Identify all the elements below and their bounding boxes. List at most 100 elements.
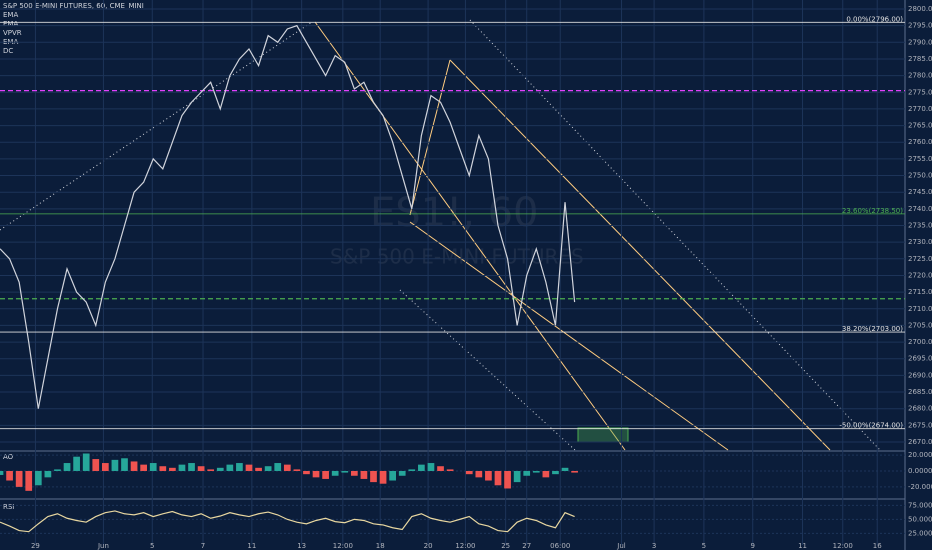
y-tick-label: 2735.00 xyxy=(908,221,932,229)
x-tick-label: 16 xyxy=(873,542,882,550)
x-tick-label: 11 xyxy=(798,542,807,550)
ao-bar xyxy=(379,470,387,484)
ao-bar xyxy=(101,463,109,471)
y-tick-label: 2745.00 xyxy=(908,188,932,196)
ao-bar xyxy=(0,470,4,475)
x-tick-label: 5 xyxy=(702,542,706,550)
y-tick-label: 0.0000 xyxy=(908,467,932,475)
y-tick-label: 2710.00 xyxy=(908,305,932,313)
ao-bar xyxy=(111,459,119,471)
y-tick-label: 50.0000 xyxy=(908,515,932,523)
channel-line xyxy=(314,21,626,451)
ao-bar xyxy=(561,467,569,471)
ao-bar xyxy=(34,470,42,486)
ao-bar xyxy=(149,463,157,471)
y-tick-label: 25.0000 xyxy=(908,529,932,537)
pane-title: RSI xyxy=(3,503,14,511)
ao-bar xyxy=(465,470,473,475)
x-tick-label: 9 xyxy=(750,542,754,550)
y-tick-label: 2675.00 xyxy=(908,421,932,429)
x-tick-label: Jun xyxy=(97,542,109,550)
y-tick-label: 2670.00 xyxy=(908,438,932,446)
ao-bar xyxy=(427,463,435,471)
channel-line xyxy=(449,59,831,451)
ao-bar xyxy=(226,464,234,471)
level-label: 23.60%(2738.50) xyxy=(842,207,903,215)
y-tick-label: 2725.00 xyxy=(908,255,932,263)
ao-bar xyxy=(446,469,454,471)
y-tick-label: 2800.00 xyxy=(908,5,932,13)
price-line xyxy=(0,510,575,533)
ao-bar xyxy=(523,470,531,476)
y-tick-label: 2750.00 xyxy=(908,172,932,180)
ao-bar xyxy=(159,466,167,471)
x-tick-label: 18 xyxy=(376,542,385,550)
channel-drawings xyxy=(0,19,881,451)
ao-bar xyxy=(552,470,559,475)
y-tick-label: 2765.00 xyxy=(908,122,932,130)
ao-bar xyxy=(63,463,71,471)
y-tick-label: 2715.00 xyxy=(908,288,932,296)
ao-bar xyxy=(169,467,176,471)
level-label: -50.00%(2674.00) xyxy=(839,422,903,430)
legend-indicator: EMA xyxy=(3,11,18,19)
y-tick-label: 2775.00 xyxy=(908,88,932,96)
x-tick-label: 12:00 xyxy=(333,542,353,550)
ao-bar xyxy=(15,470,23,487)
ao-bar xyxy=(293,469,301,471)
ao-bar xyxy=(542,470,550,478)
x-tick-label: Jul xyxy=(616,542,626,550)
ao-bar xyxy=(236,463,243,471)
y-tick-label: 2755.00 xyxy=(908,155,932,163)
y-tick-label: 2700.00 xyxy=(908,338,932,346)
x-tick-label: 20 xyxy=(424,542,433,550)
ao-bar xyxy=(130,461,138,471)
ao-bar xyxy=(418,464,425,471)
y-tick-label: 2770.00 xyxy=(908,105,932,113)
ao-bar xyxy=(322,470,329,479)
ao-bar xyxy=(178,464,186,471)
y-tick-label: 2740.00 xyxy=(908,205,932,213)
y-tick-label: 2780.00 xyxy=(908,72,932,80)
ao-bar xyxy=(197,466,205,471)
ao-bar xyxy=(25,470,33,491)
y-tick-label: 2685.00 xyxy=(908,388,932,396)
y-tick-label: 2695.00 xyxy=(908,355,932,363)
ao-bar xyxy=(44,470,52,478)
ao-bar xyxy=(245,464,253,471)
ao-bar xyxy=(255,467,262,471)
ao-bar xyxy=(82,453,90,471)
y-tick-label: 2680.00 xyxy=(908,405,932,413)
ao-bar xyxy=(475,470,483,478)
pane-title: AO xyxy=(3,453,14,461)
y-tick-label: 2730.00 xyxy=(908,238,932,246)
legend-indicator: VPVR xyxy=(3,29,22,37)
y-tick-label: 2705.00 xyxy=(908,321,932,329)
ao-bar xyxy=(360,470,368,479)
ao-bar xyxy=(437,466,444,471)
target-box xyxy=(577,427,629,443)
ao-bar xyxy=(73,456,80,471)
ao-bar xyxy=(408,469,416,471)
x-tick-label: 27 xyxy=(522,542,531,550)
ao-bar xyxy=(6,470,13,481)
y-tick-label: 2795.00 xyxy=(908,22,932,30)
level-label: 0.00%(2796.00) xyxy=(846,15,903,23)
x-tick-label: 29 xyxy=(31,542,40,550)
ao-bar xyxy=(283,464,291,471)
ao-bar xyxy=(341,470,349,473)
ao-bar xyxy=(303,470,310,475)
ao-bar xyxy=(140,464,148,471)
y-tick-label: 2790.00 xyxy=(908,38,932,46)
ao-bar xyxy=(121,458,128,471)
ao-bar xyxy=(54,469,61,471)
channel-line xyxy=(409,221,729,451)
x-tick-label: 5 xyxy=(150,542,154,550)
legend-indicator: EMA xyxy=(3,20,18,28)
ao-bar xyxy=(513,470,521,483)
y-tick-label: 2785.00 xyxy=(908,55,932,63)
ao-bar xyxy=(398,470,406,476)
watermark-name: S&P 500 E-MINI FUTURES xyxy=(330,245,584,269)
y-tick-label: 20.0000 xyxy=(908,451,932,459)
